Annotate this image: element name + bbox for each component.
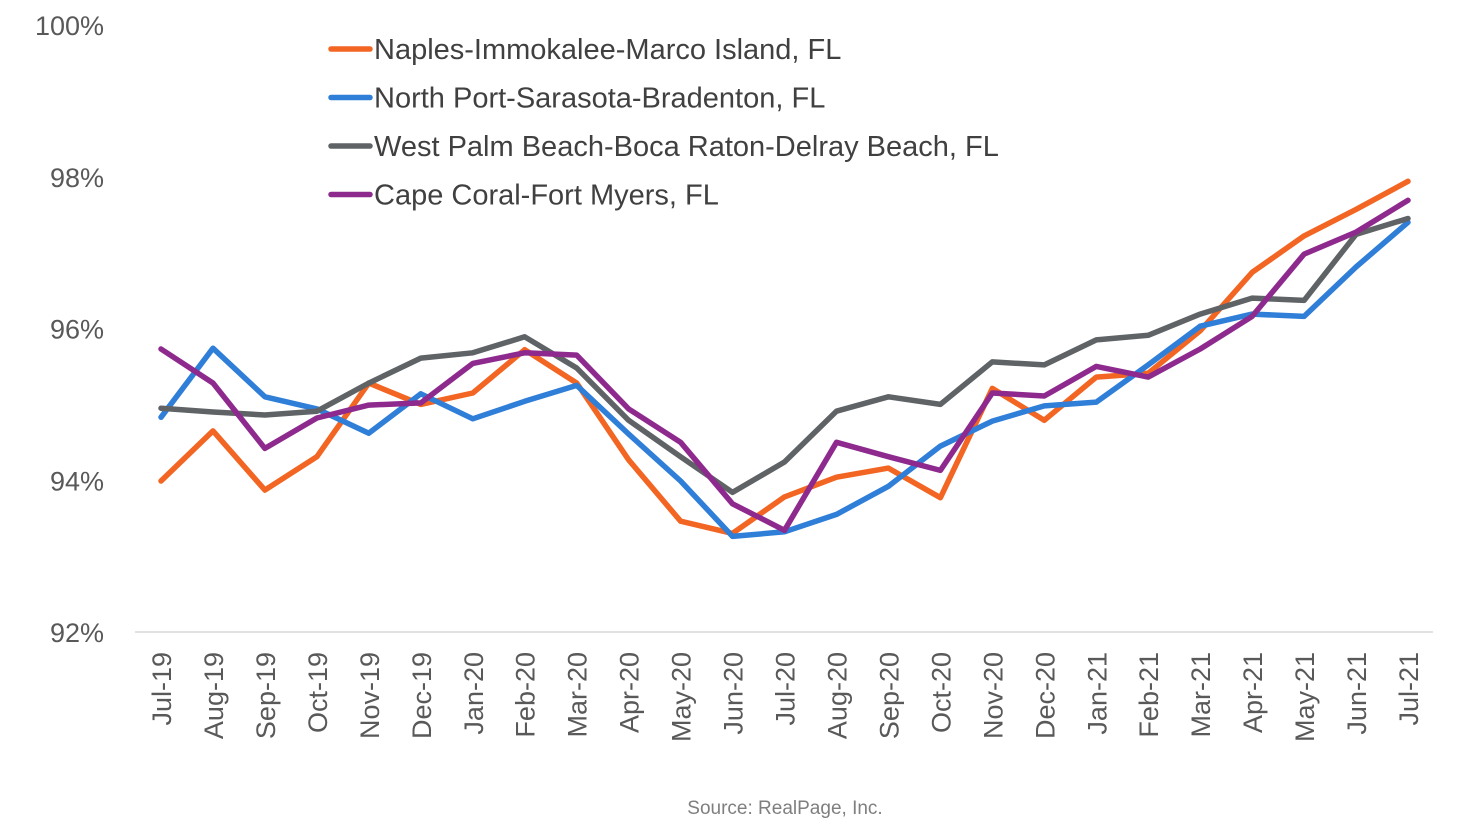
y-tick-label: 98% [50, 163, 104, 193]
x-tick-label: May-21 [1290, 652, 1320, 742]
legend-item: Cape Coral-Fort Myers, FL [328, 180, 719, 212]
series-line [158, 178, 1411, 537]
legend-label: Naples-Immokalee-Marco Island, FL [374, 34, 841, 66]
x-tick-label: Mar-21 [1186, 652, 1216, 738]
y-tick-label: 92% [50, 618, 104, 648]
x-tick-label: Dec-20 [1030, 652, 1060, 739]
x-tick-label: Apr-20 [615, 652, 645, 733]
legend-label: West Palm Beach-Boca Raton-Delray Beach,… [374, 131, 999, 163]
x-tick-label: Feb-20 [511, 652, 541, 738]
x-tick-label: Jul-21 [1394, 652, 1424, 726]
x-tick-label: Jun-21 [1342, 652, 1372, 735]
x-tick-label: Sep-19 [251, 652, 281, 739]
y-tick-label: 100% [35, 11, 104, 41]
x-tick-label: Oct-20 [926, 652, 956, 733]
x-tick-label: Nov-19 [355, 652, 385, 739]
y-tick-label: 94% [50, 466, 104, 496]
x-tick-label: Apr-21 [1238, 652, 1268, 733]
y-tick-label: 96% [50, 315, 104, 345]
legend-item: Naples-Immokalee-Marco Island, FL [328, 34, 841, 66]
x-tick-label: Dec-19 [407, 652, 437, 739]
x-tick-label: Oct-19 [303, 652, 333, 733]
x-tick-label: Jul-19 [147, 652, 177, 726]
x-tick-label: Mar-20 [563, 652, 593, 738]
x-tick-label: Jul-20 [771, 652, 801, 726]
series-line [158, 197, 1411, 534]
legend-label: Cape Coral-Fort Myers, FL [374, 180, 719, 212]
x-tick-label: Aug-19 [199, 652, 229, 739]
x-tick-label: Nov-20 [978, 652, 1008, 739]
series-line [158, 219, 1411, 540]
x-tick-label: Jan-21 [1082, 652, 1112, 735]
legend-item: West Palm Beach-Boca Raton-Delray Beach,… [328, 131, 999, 163]
legend-item: North Port-Sarasota-Bradenton, FL [328, 83, 825, 115]
source-note: Source: RealPage, Inc. [687, 798, 882, 819]
x-tick-label: Jan-20 [459, 652, 489, 735]
legend-label: North Port-Sarasota-Bradenton, FL [374, 83, 825, 115]
x-tick-label: Jun-20 [719, 652, 749, 735]
x-tick-label: Sep-20 [874, 652, 904, 739]
x-tick-label: Feb-21 [1134, 652, 1164, 738]
x-tick-label: May-20 [667, 652, 697, 742]
x-tick-label: Aug-20 [822, 652, 852, 739]
series-line [158, 215, 1411, 496]
